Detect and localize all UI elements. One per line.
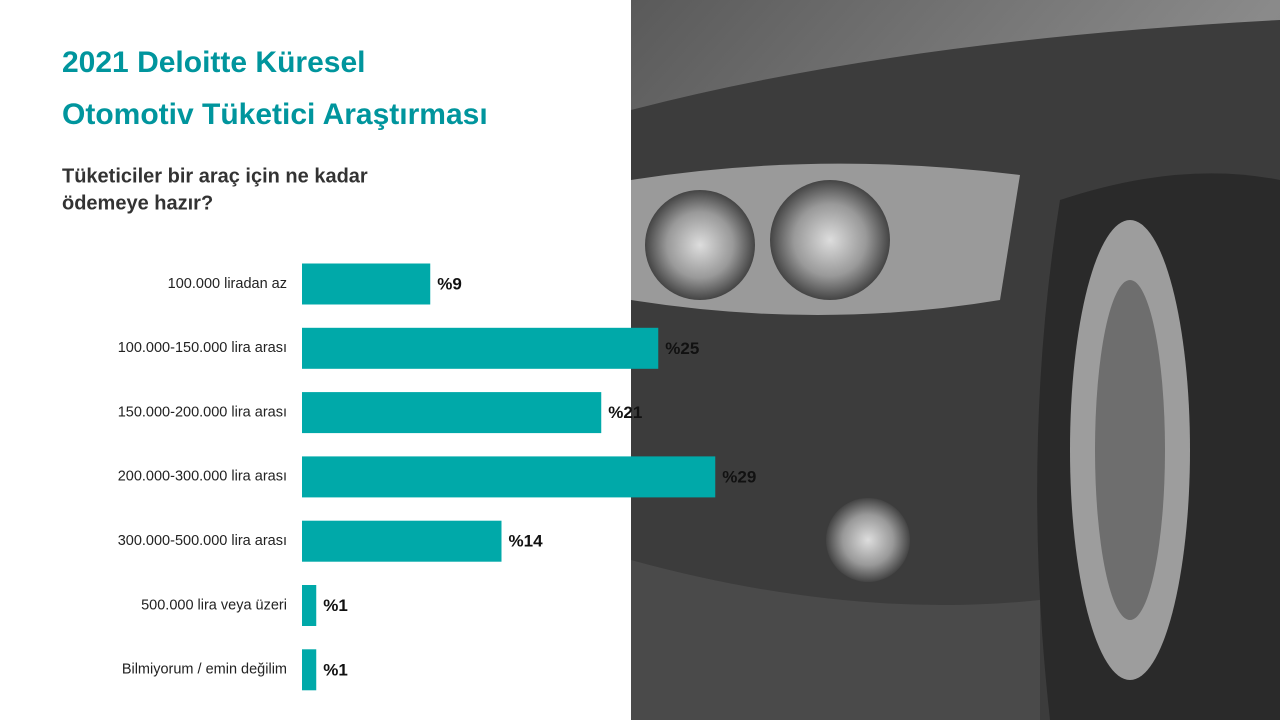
bar: [302, 649, 317, 691]
category-label: 100.000-150.000 lira arası: [118, 340, 287, 356]
category-label: 100.000 liradan az: [168, 276, 287, 292]
value-label: %14: [509, 532, 544, 551]
category-label: 200.000-300.000 lira arası: [118, 469, 287, 485]
value-label: %25: [665, 339, 699, 358]
subtitle-line: ödemeye hazır?: [62, 192, 213, 214]
bar: [302, 392, 602, 434]
category-label: 300.000-500.000 lira arası: [118, 533, 287, 549]
value-label: %1: [323, 660, 348, 679]
category-label: 150.000-200.000 lira arası: [118, 404, 287, 420]
value-label: %29: [722, 467, 756, 486]
bar: [302, 456, 716, 498]
bar: [302, 263, 431, 305]
category-label: Bilmiyorum / emin değilim: [122, 662, 287, 678]
title-line: Otomotiv Tüketici Araştırması: [62, 98, 488, 131]
subtitle-line: Tüketiciler bir araç için ne kadar: [62, 165, 368, 187]
car-photo: [631, 0, 1280, 720]
category-label: 500.000 lira veya üzeri: [141, 597, 287, 613]
value-label: %9: [437, 274, 462, 293]
bar: [302, 520, 502, 562]
title-line: 2021 Deloitte Küresel: [62, 46, 365, 79]
bar: [302, 585, 317, 626]
bar: [302, 327, 659, 369]
value-label: %1: [323, 596, 348, 615]
value-label: %21: [608, 403, 642, 422]
